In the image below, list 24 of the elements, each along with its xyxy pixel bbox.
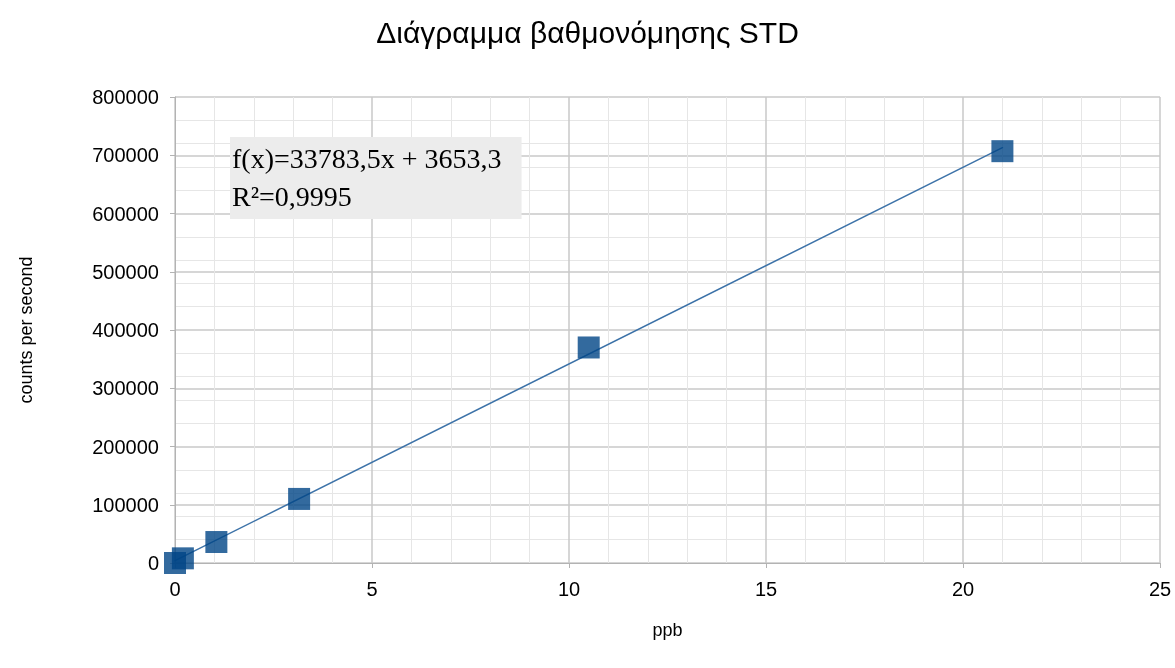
- y-tick-label: 300000: [92, 377, 159, 400]
- x-tick-label: 15: [754, 578, 778, 600]
- y-tick-label: 500000: [92, 260, 159, 283]
- x-tick-label: 25: [1148, 578, 1172, 600]
- point: [288, 487, 311, 510]
- x-tick-label: 5: [366, 578, 378, 600]
- y-tick-label: 400000: [92, 319, 159, 341]
- y-tick-label: 200000: [92, 435, 159, 458]
- chart-title: Διάγραμμα βαθμονόμησης STD: [376, 15, 799, 49]
- point: [171, 547, 194, 570]
- x-tick-label: 0: [169, 578, 181, 600]
- y-tick-label: 800000: [92, 86, 159, 108]
- x-tick-label: 10: [557, 578, 581, 600]
- y-tick-label: 0: [147, 552, 159, 574]
- point: [991, 140, 1014, 163]
- point: [205, 531, 228, 554]
- point: [577, 336, 600, 359]
- x-axis-title: ppb: [652, 620, 683, 640]
- y-tick-label: 100000: [92, 493, 159, 516]
- y-axis-title: counts per second: [16, 256, 36, 404]
- y-tick-label: 700000: [92, 144, 159, 167]
- annotation: f(x)=33783,5x + 3653,3 R²=0,9995: [232, 142, 502, 212]
- x-tick-label: 20: [951, 578, 975, 600]
- y-tick-label: 600000: [92, 202, 159, 225]
